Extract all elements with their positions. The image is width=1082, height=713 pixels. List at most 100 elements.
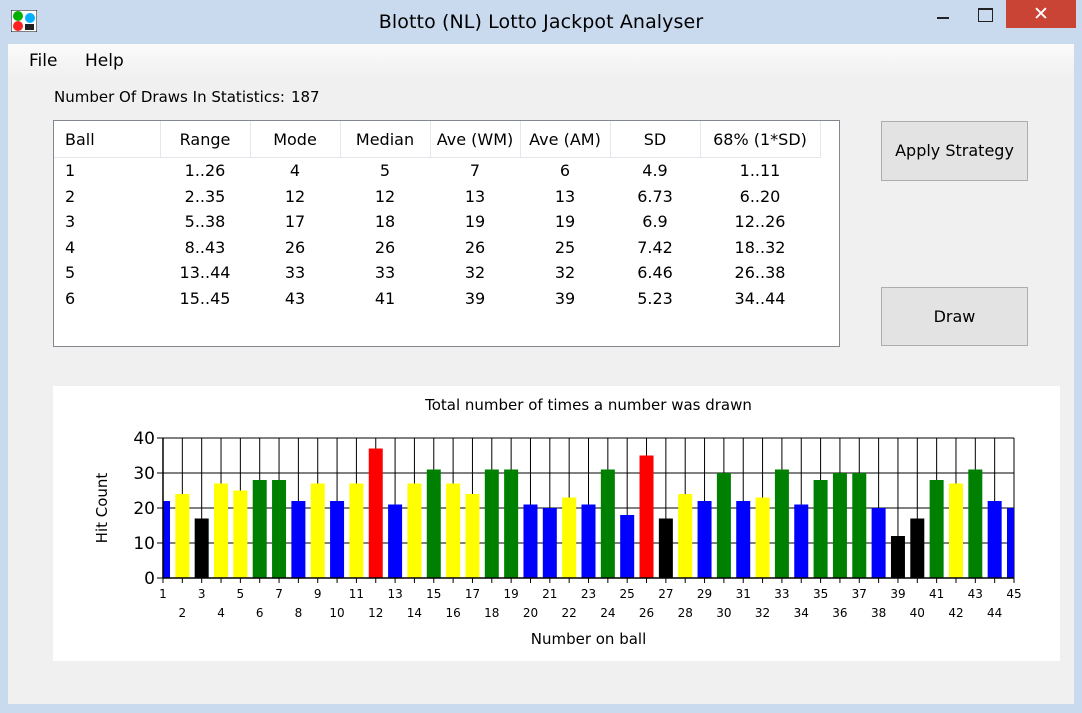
bar-ball-19 <box>504 469 519 578</box>
bar-ball-32 <box>755 497 770 578</box>
statistics-table[interactable]: Ball Range Mode Median Ave (WM) Ave (AM)… <box>53 120 840 347</box>
x-tick-label: 14 <box>407 606 422 620</box>
cell-68pct: 26..38 <box>734 263 786 283</box>
cell-median: 12 <box>374 186 396 206</box>
column-header-ave-wm[interactable]: Ave (WM) <box>430 121 521 158</box>
bar-ball-36 <box>832 473 847 578</box>
bar-ball-10 <box>330 501 345 578</box>
x-tick-label: 20 <box>523 606 538 620</box>
x-tick-label: 39 <box>890 587 905 601</box>
bar-ball-30 <box>716 473 731 578</box>
bar-ball-22 <box>562 497 577 578</box>
cell-68pct: 34..44 <box>734 288 786 308</box>
cell-ave-wm: 19 <box>464 212 486 232</box>
bar-ball-42 <box>948 483 963 578</box>
cell-68pct: 1..11 <box>739 161 781 181</box>
table-row[interactable]: 6 15..45 43 41 39 39 5.23 34..44 <box>54 286 820 312</box>
bar-ball-6 <box>252 480 267 578</box>
bar-ball-16 <box>446 483 461 578</box>
bar-ball-29 <box>697 501 712 578</box>
cell-sd: 6.9 <box>642 212 668 232</box>
bar-ball-18 <box>484 469 499 578</box>
x-tick-label: 44 <box>987 606 1002 620</box>
x-tick-label: 23 <box>581 587 596 601</box>
cell-range: 15..45 <box>179 288 231 308</box>
cell-ave-am: 25 <box>554 237 576 257</box>
table-row[interactable]: 4 8..43 26 26 26 25 7.42 18..32 <box>54 235 820 261</box>
x-tick-label: 32 <box>755 606 770 620</box>
column-header-range[interactable]: Range <box>160 121 251 158</box>
cell-sd: 6.73 <box>637 186 673 206</box>
bar-ball-7 <box>272 480 287 578</box>
x-tick-label: 2 <box>179 606 187 620</box>
x-tick-label: 18 <box>484 606 499 620</box>
cell-mode: 4 <box>289 161 301 181</box>
y-axis-title: Hit Count <box>93 473 111 544</box>
column-header-ball[interactable]: Ball <box>54 121 161 158</box>
close-button[interactable]: ✕ <box>1006 0 1076 28</box>
main-window-client: File Help Number Of Draws In Statistics:… <box>8 44 1074 704</box>
cell-ball: 5 <box>65 263 76 283</box>
apply-strategy-button[interactable]: Apply Strategy <box>881 121 1028 181</box>
cell-ave-am: 19 <box>554 212 576 232</box>
table-row[interactable]: 2 2..35 12 12 13 13 6.73 6..20 <box>54 184 820 210</box>
x-tick-label: 33 <box>774 587 789 601</box>
table-row[interactable]: 3 5..38 17 18 19 19 6.9 12..26 <box>54 209 820 235</box>
cell-ave-am: 13 <box>554 186 576 206</box>
bar-ball-1 <box>163 501 170 578</box>
cell-median: 41 <box>374 288 396 308</box>
minimize-button[interactable] <box>928 0 958 28</box>
table-row[interactable]: 1 1..26 4 5 7 6 4.9 1..11 <box>54 158 820 184</box>
column-header-68pct[interactable]: 68% (1*SD) <box>700 121 821 158</box>
draws-count-label: Number Of Draws In Statistics: 187 <box>54 88 326 106</box>
cell-ave-wm: 32 <box>464 263 486 283</box>
cell-median: 18 <box>374 212 396 232</box>
x-tick-label: 30 <box>716 606 731 620</box>
y-tick-label: 30 <box>133 464 155 484</box>
x-tick-label: 17 <box>465 587 480 601</box>
cell-ave-am: 6 <box>559 161 571 181</box>
cell-ball: 6 <box>65 288 76 308</box>
cell-mode: 17 <box>284 212 306 232</box>
column-header-sd[interactable]: SD <box>610 121 701 158</box>
bar-ball-4 <box>214 483 229 578</box>
maximize-button[interactable] <box>970 0 1000 28</box>
menu-help[interactable]: Help <box>85 51 124 71</box>
cell-ball: 4 <box>65 237 76 257</box>
x-tick-label: 27 <box>658 587 673 601</box>
bar-ball-8 <box>291 501 306 578</box>
column-header-mode[interactable]: Mode <box>250 121 341 158</box>
column-header-ave-am[interactable]: Ave (AM) <box>520 121 611 158</box>
cell-median: 33 <box>374 263 396 283</box>
bar-ball-44 <box>987 501 1002 578</box>
x-tick-label: 26 <box>639 606 654 620</box>
x-tick-label: 4 <box>217 606 225 620</box>
bar-ball-26 <box>639 455 654 578</box>
x-tick-label: 31 <box>736 587 751 601</box>
column-header-median[interactable]: Median <box>340 121 431 158</box>
x-tick-label: 34 <box>794 606 809 620</box>
cell-median: 26 <box>374 237 396 257</box>
x-axis-title: Number on ball <box>531 630 647 648</box>
menu-file[interactable]: File <box>29 51 58 71</box>
cell-ave-wm: 7 <box>469 161 481 181</box>
x-tick-label: 35 <box>813 587 828 601</box>
cell-ball: 3 <box>65 212 76 232</box>
title-bar: Blotto (NL) Lotto Jackpot Analyser ✕ <box>0 0 1082 44</box>
x-tick-label: 16 <box>445 606 460 620</box>
cell-range: 8..43 <box>184 237 226 257</box>
cell-mode: 26 <box>284 237 306 257</box>
x-tick-label: 29 <box>697 587 712 601</box>
close-icon: ✕ <box>1033 3 1049 25</box>
x-tick-label: 22 <box>562 606 577 620</box>
bar-ball-35 <box>813 480 828 578</box>
cell-sd: 6.46 <box>637 263 673 283</box>
bar-ball-31 <box>736 501 751 578</box>
cell-ball: 2 <box>65 186 76 206</box>
cell-ave-wm: 39 <box>464 288 486 308</box>
cell-sd: 4.9 <box>642 161 668 181</box>
x-tick-label: 38 <box>871 606 886 620</box>
table-row[interactable]: 5 13..44 33 33 32 32 6.46 26..38 <box>54 260 820 286</box>
cell-ave-wm: 26 <box>464 237 486 257</box>
draw-button[interactable]: Draw <box>881 287 1028 346</box>
